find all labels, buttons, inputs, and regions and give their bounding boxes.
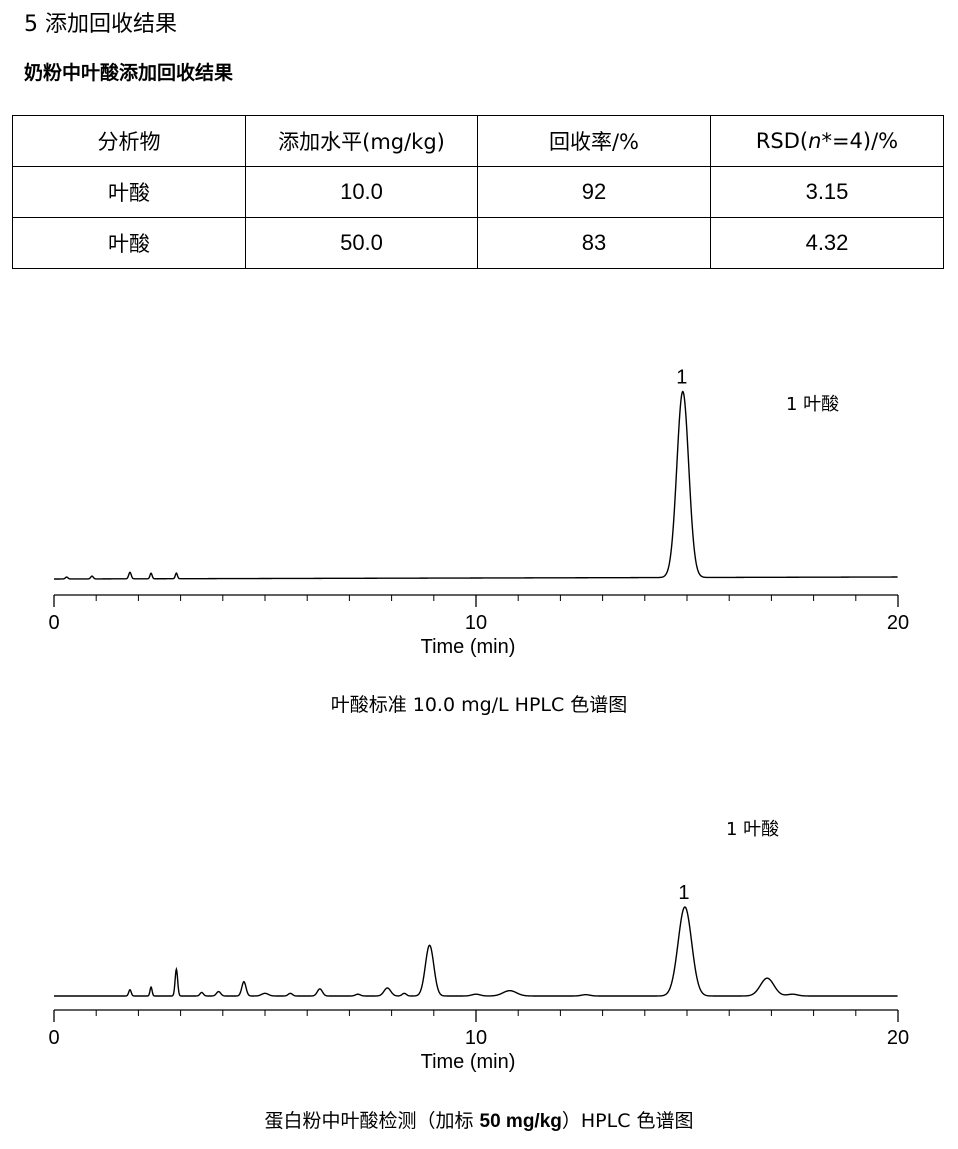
caption-sample: 蛋白粉中叶酸检测（加标 50 mg/kg）HPLC 色谱图 [0, 1106, 958, 1133]
x-axis-label: Time (min) [421, 1051, 516, 1073]
section-title: 5 添加回收结果 [24, 12, 177, 37]
x-tick-label: 0 [48, 1027, 59, 1049]
header-rsd: RSD(n*=4)/% [710, 115, 944, 167]
cell-spike-level: 10.0 [245, 166, 478, 218]
chromatogram-sample-svg: 0 10 20 Time (min) 1 1 叶酸 [48, 819, 909, 1073]
cell-rsd: 3.15 [710, 166, 944, 218]
chromatogram-standard-svg: 0 10 20 Time (min) 1 1 叶酸 [48, 367, 909, 658]
x-tick-label: 10 [465, 1027, 487, 1049]
chromatogram-standard: 0 10 20 Time (min) 1 1 叶酸 [0, 360, 958, 660]
caption-sample-bold: 50 mg/kg [479, 1111, 562, 1132]
caption-sample-pre: 蛋白粉中叶酸检测（加标 [264, 1110, 480, 1132]
x-tick-label: 0 [48, 612, 59, 634]
chart-legend: 1 叶酸 [786, 394, 839, 415]
header-rsd-n: n [808, 129, 822, 153]
header-spike-level: 添加水平(mg/kg) [245, 115, 478, 167]
peak-label: 1 [676, 367, 687, 389]
x-tick-label: 20 [887, 1027, 909, 1049]
x-tick-label: 20 [887, 612, 909, 634]
header-recovery: 回收率/% [477, 115, 711, 167]
cell-recovery: 83 [477, 217, 711, 269]
table-row: 叶酸 50.0 83 4.32 [12, 217, 944, 269]
cell-analyte: 叶酸 [12, 166, 246, 218]
caption-sample-post: ）HPLC 色谱图 [561, 1110, 694, 1132]
cell-rsd: 4.32 [710, 217, 944, 269]
table-header-row: 分析物 添加水平(mg/kg) 回收率/% RSD(n*=4)/% [12, 115, 944, 167]
cell-spike-level: 50.0 [245, 217, 478, 269]
chromatogram-trace [54, 906, 898, 997]
recovery-table: 分析物 添加水平(mg/kg) 回收率/% RSD(n*=4)/% 叶酸 10.… [12, 115, 944, 269]
header-analyte: 分析物 [12, 115, 246, 167]
chromatogram-sample: 0 10 20 Time (min) 1 1 叶酸 [0, 800, 958, 1080]
x-axis-label: Time (min) [421, 636, 516, 658]
chromatogram-trace [54, 390, 898, 580]
peak-label: 1 [678, 882, 689, 904]
table-row: 叶酸 10.0 92 3.15 [12, 166, 944, 218]
cell-recovery: 92 [477, 166, 711, 218]
x-tick-label: 10 [465, 612, 487, 634]
table-title: 奶粉中叶酸添加回收结果 [24, 62, 234, 84]
cell-analyte: 叶酸 [12, 217, 246, 269]
chart-legend: 1 叶酸 [726, 819, 779, 840]
caption-standard: 叶酸标准 10.0 mg/L HPLC 色谱图 [330, 694, 628, 716]
